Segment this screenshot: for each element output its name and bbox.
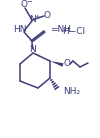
Polygon shape	[50, 61, 64, 67]
Text: −: −	[26, 0, 32, 5]
Text: N: N	[29, 46, 35, 55]
Text: H−Cl: H−Cl	[62, 26, 86, 35]
Text: +: +	[34, 14, 39, 18]
Text: O: O	[44, 10, 50, 19]
Text: O: O	[64, 59, 70, 68]
Text: NH₂: NH₂	[63, 87, 80, 95]
Text: O: O	[20, 0, 28, 9]
Text: =NH: =NH	[50, 26, 71, 34]
Text: N: N	[30, 14, 36, 23]
Text: HN: HN	[13, 26, 27, 34]
